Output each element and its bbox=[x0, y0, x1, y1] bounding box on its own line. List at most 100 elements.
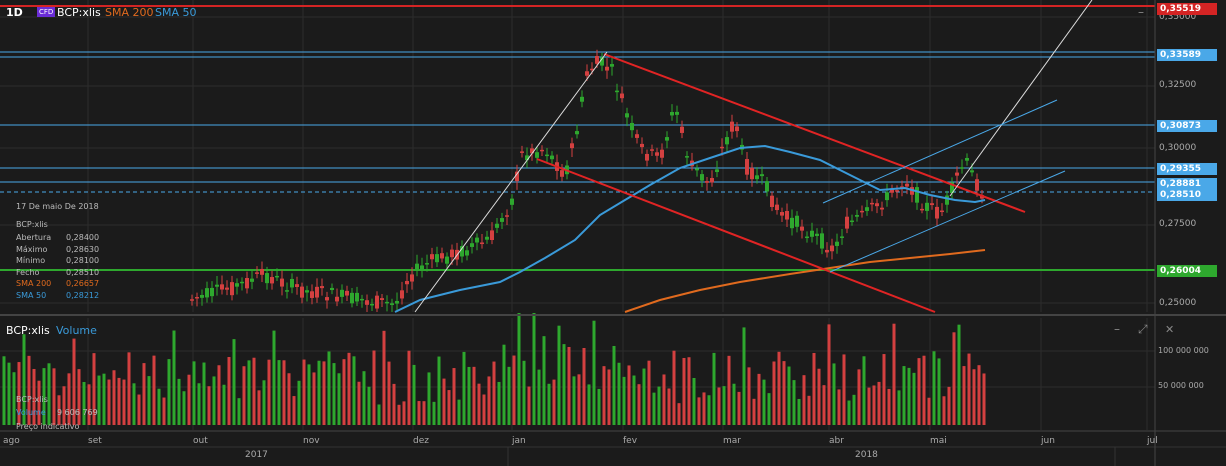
candle-body bbox=[345, 290, 349, 296]
volume-bar bbox=[47, 363, 51, 425]
candle-body bbox=[855, 215, 859, 217]
candle-body bbox=[885, 192, 889, 201]
candle-body bbox=[505, 215, 509, 217]
volume-bar bbox=[272, 330, 276, 425]
volume-bar bbox=[207, 386, 211, 425]
volume-bar bbox=[867, 387, 871, 425]
volume-bar bbox=[777, 351, 781, 425]
volume-bar bbox=[197, 383, 201, 425]
trend-lines bbox=[414, 0, 1093, 313]
candle-body bbox=[940, 210, 944, 213]
volume-bar bbox=[22, 334, 26, 425]
candle-body bbox=[875, 203, 879, 207]
candle-body bbox=[300, 286, 304, 298]
volume-bar bbox=[787, 366, 791, 425]
info-symbol: BCP:xlis bbox=[16, 220, 48, 229]
candle-body bbox=[315, 286, 319, 298]
volume-bar bbox=[277, 360, 281, 425]
year-label: 2018 bbox=[855, 450, 878, 460]
volume-bar bbox=[637, 384, 641, 425]
volume-bar bbox=[112, 370, 116, 425]
candle-body bbox=[585, 71, 589, 76]
volume-symbol[interactable]: BCP:xlis bbox=[6, 324, 50, 337]
candle-body bbox=[480, 242, 484, 245]
candle-body bbox=[920, 208, 924, 211]
candle-body bbox=[825, 249, 829, 253]
candle-body bbox=[790, 217, 794, 229]
volume-bar bbox=[797, 398, 801, 425]
month-label: out bbox=[193, 436, 208, 446]
volume-bar bbox=[837, 389, 841, 425]
candle-body bbox=[430, 254, 434, 260]
volume-bar bbox=[772, 361, 776, 425]
volume-bar bbox=[292, 396, 296, 425]
candle-body bbox=[495, 223, 499, 228]
info-row-value: 0,28100 bbox=[66, 256, 100, 265]
symbol-title[interactable]: BCP:xlis bbox=[57, 6, 101, 19]
candle-body bbox=[245, 278, 249, 289]
volume-bar bbox=[537, 369, 541, 425]
candle-body bbox=[965, 157, 969, 161]
volume-title[interactable]: Volume bbox=[56, 324, 97, 337]
volume-bar bbox=[337, 373, 341, 425]
volume-bar bbox=[92, 353, 96, 425]
candle-body bbox=[890, 188, 894, 193]
volume-bar bbox=[52, 368, 56, 425]
close-icon[interactable]: ✕ bbox=[1165, 323, 1175, 336]
candle-body bbox=[255, 272, 259, 274]
candle-body bbox=[285, 290, 289, 292]
price-tag: 0,30873 bbox=[1157, 120, 1217, 132]
volume-bar bbox=[872, 385, 876, 425]
volume-bar bbox=[742, 327, 746, 425]
volume-bar bbox=[262, 380, 266, 425]
candle-body bbox=[275, 275, 279, 278]
volume-bar bbox=[852, 394, 856, 425]
volume-bar bbox=[952, 332, 956, 425]
candle-body bbox=[630, 122, 634, 131]
volume-bar bbox=[592, 320, 596, 425]
candle-body bbox=[215, 284, 219, 287]
candle-body bbox=[570, 143, 574, 149]
month-label: jul bbox=[1147, 436, 1158, 446]
volume-bar bbox=[447, 390, 451, 425]
candle-body bbox=[395, 300, 399, 304]
volume-info-value: 9 606 769 bbox=[57, 408, 98, 417]
volume-bar bbox=[627, 365, 631, 425]
price-tick: 0,35000 bbox=[1159, 12, 1197, 22]
price-tick: 0,30000 bbox=[1159, 143, 1197, 153]
candle-body bbox=[225, 287, 229, 290]
expand-icon[interactable]: ⤢ bbox=[1138, 322, 1148, 336]
candle-body bbox=[410, 274, 414, 282]
info-date: 17 De maio De 2018 bbox=[16, 202, 99, 211]
sma200-legend[interactable]: SMA 200 bbox=[105, 6, 154, 19]
candle-body bbox=[305, 290, 309, 293]
volume-bar bbox=[942, 396, 946, 425]
candle-body bbox=[545, 154, 549, 157]
candle-body bbox=[760, 174, 764, 177]
timeframe-label[interactable]: 1D bbox=[6, 6, 23, 19]
candle-body bbox=[595, 56, 599, 64]
info-row-label: Máximo bbox=[16, 244, 48, 254]
volume-bar bbox=[902, 366, 906, 425]
volume-bar bbox=[312, 372, 316, 425]
volume-bar bbox=[132, 383, 136, 425]
candle-body bbox=[880, 207, 884, 210]
downtrend-channel-lower bbox=[536, 158, 936, 313]
info-row-label: Mínimo bbox=[16, 256, 46, 265]
candle-body bbox=[470, 243, 474, 247]
volume-bar bbox=[657, 386, 661, 425]
volume-bar bbox=[877, 381, 881, 425]
candle-body bbox=[205, 288, 209, 298]
minimize-price-panel-button[interactable]: – bbox=[1138, 5, 1144, 19]
volume-bar bbox=[332, 363, 336, 425]
volume-bar bbox=[557, 325, 561, 425]
sma50-legend[interactable]: SMA 50 bbox=[155, 6, 197, 19]
volume-bar bbox=[757, 373, 761, 425]
volume-bar bbox=[962, 366, 966, 425]
candle-body bbox=[840, 236, 844, 238]
volume-bar bbox=[182, 391, 186, 425]
candle-body bbox=[360, 298, 364, 301]
candle-body bbox=[830, 245, 834, 252]
minimize-volume-button[interactable]: – bbox=[1114, 322, 1120, 336]
